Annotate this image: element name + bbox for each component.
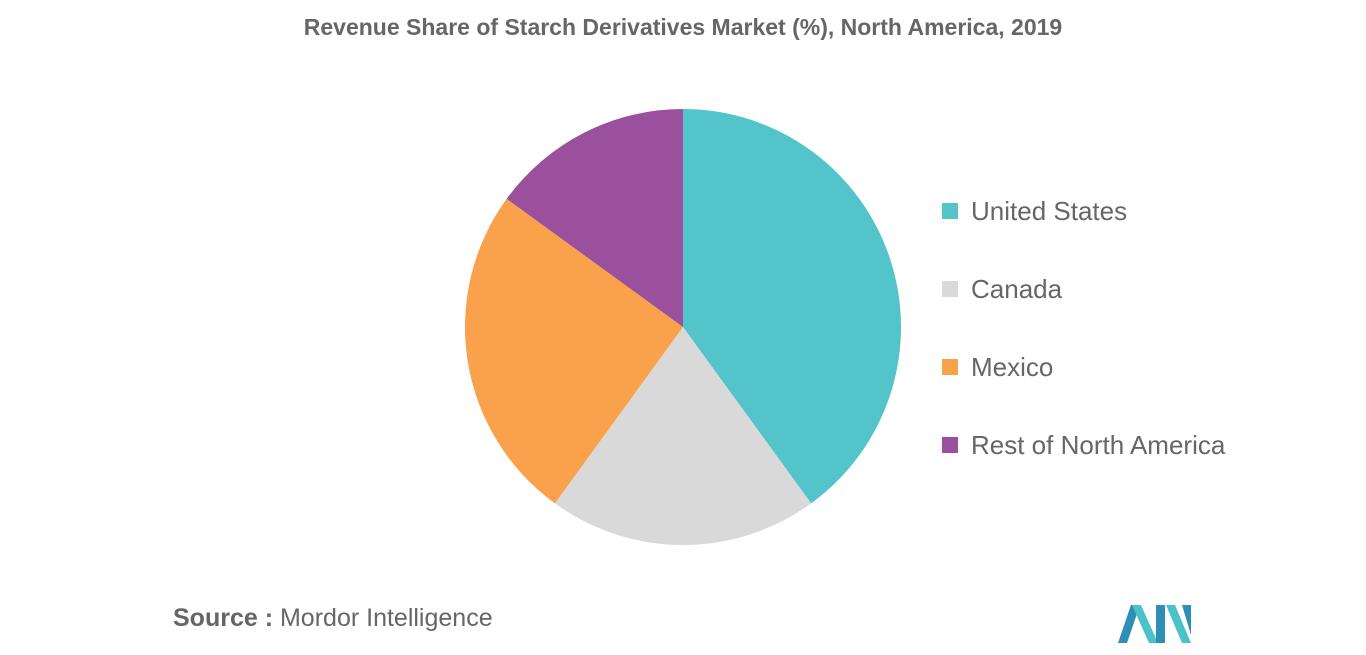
source-label: Source :: [173, 604, 274, 632]
legend-label: United States: [971, 196, 1128, 226]
chart-title: Revenue Share of Starch Derivatives Mark…: [303, 14, 1063, 40]
logo-shape-left: [1118, 605, 1140, 643]
logo-shape-right-b: [1166, 605, 1191, 643]
mordor-intelligence-logo-icon: [1118, 605, 1191, 643]
pie-slice-united-states: [683, 109, 901, 504]
legend-label: Canada: [971, 274, 1063, 304]
legend-item-united-states: United States: [942, 192, 1225, 270]
logo-shape-right-c: [1182, 605, 1191, 635]
legend-item-canada: Canada: [942, 270, 1225, 348]
logo-shape-right-a: [1156, 605, 1165, 643]
legend-swatch: [942, 203, 958, 219]
source-note: Source : Mordor Intelligence: [173, 604, 493, 633]
pie-slice-rest-of-north-america: [506, 109, 683, 327]
legend-item-mexico: Mexico: [942, 348, 1225, 426]
legend-swatch: [942, 437, 958, 453]
legend-item-rest-of-north-america: Rest of North America: [942, 426, 1225, 504]
pie-slice-canada: [554, 327, 812, 546]
pie-slice-mexico: [464, 198, 683, 504]
logo-shape-mid: [1132, 605, 1158, 643]
legend-swatch: [942, 359, 958, 375]
legend-label: Rest of North America: [971, 430, 1226, 460]
legend-swatch: [942, 281, 958, 297]
legend-label: Mexico: [971, 352, 1054, 382]
legend: United States Canada Mexico Rest of Nort…: [942, 192, 1225, 504]
source-text: Mordor Intelligence: [279, 604, 493, 632]
